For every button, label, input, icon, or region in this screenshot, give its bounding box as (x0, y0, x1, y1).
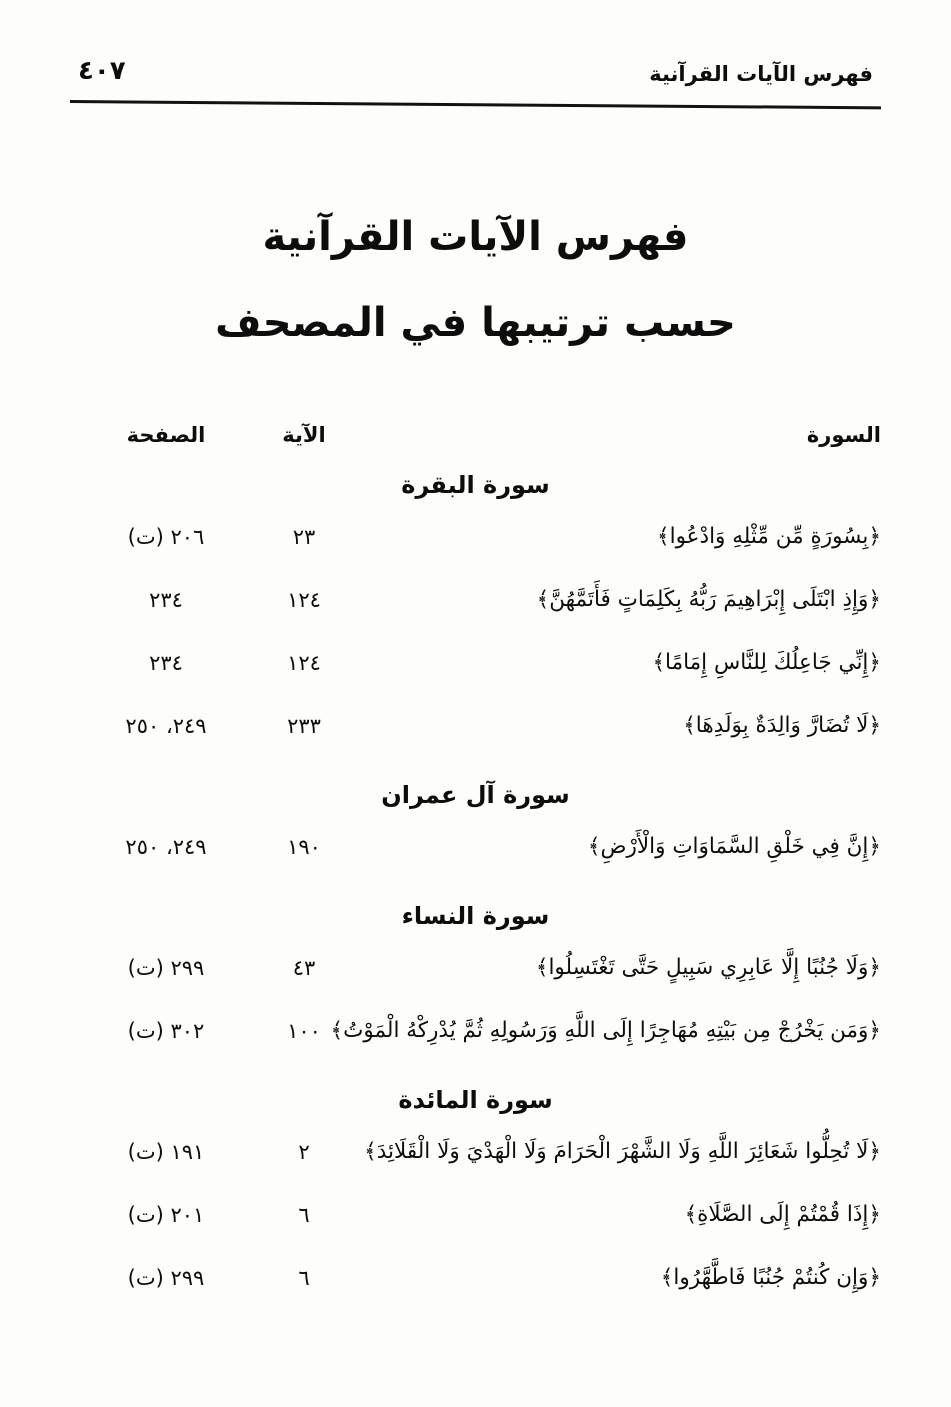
verse-text: ﴿وَإِن كُنتُمْ جُنُبًا فَاطَّهَّرُوا﴾ (660, 1265, 881, 1291)
verse-text: ﴿وَلَا جُنُبًا إِلَّا عَابِرِي سَبِيلٍ ح… (535, 955, 881, 981)
verse-row: ﴿وَمَن يَخْرُجْ مِن بَيْتِهِ مُهَاجِرًا … (70, 999, 881, 1062)
surah-section-title: سورة البقرة (401, 471, 550, 500)
page-reference: ٢٠١ (ت) (127, 1202, 205, 1227)
running-header: فهرس الآيات القرآنية ٤٠٧ (70, 56, 881, 86)
aya-number: ١٢٤ (287, 650, 321, 675)
verse-row: ﴿وَلَا جُنُبًا إِلَّا عَابِرِي سَبِيلٍ ح… (70, 936, 881, 999)
page-reference: ٢٣٤ (149, 587, 183, 612)
verse-row: ﴿لَا تُحِلُّوا شَعَائِرَ اللَّهِ وَلَا ا… (70, 1120, 881, 1183)
verse-text: ﴿إِذَا قُمْتُمْ إِلَى الصَّلَاةِ﴾ (684, 1202, 881, 1228)
folio-page-number: ٤٠٧ (78, 56, 126, 86)
aya-number: ١٠٠ (287, 1018, 321, 1043)
page-reference: ٢٩٩ (ت) (127, 1265, 205, 1290)
aya-number: ٢٣ (292, 524, 316, 549)
verse-text: ﴿وَإِذِ ابْتَلَى إِبْرَاهِيمَ رَبُّهُ بِ… (536, 587, 881, 613)
page-reference: ٢٠٦ (ت) (127, 524, 205, 549)
page-reference: ٢٤٩، ٢٥٠ (125, 713, 207, 738)
verse-text: ﴿بِسُورَةٍ مِّن مِّثْلِهِ وَادْعُوا﴾ (657, 524, 881, 550)
aya-number: ٢ (298, 1139, 310, 1164)
verse-index-table: السورة الآية الصفحة سورة البقرة ﴿بِسُورَ… (70, 423, 881, 1309)
aya-number: ٢٣٣ (287, 713, 321, 738)
verse-row: ﴿وَإِذِ ابْتَلَى إِبْرَاهِيمَ رَبُّهُ بِ… (70, 568, 881, 631)
column-header-surah: السورة (806, 423, 881, 448)
verse-text: ﴿لَا تُحِلُّوا شَعَائِرَ اللَّهِ وَلَا ا… (364, 1139, 881, 1165)
aya-number: ١٢٤ (287, 587, 321, 612)
aya-number: ٤٣ (292, 955, 316, 980)
verse-row: ﴿إِذَا قُمْتُمْ إِلَى الصَّلَاةِ﴾ ٦ ٢٠١ … (70, 1183, 881, 1246)
verse-text: ﴿إِنِّي جَاعِلُكَ لِلنَّاسِ إِمَامًا﴾ (652, 650, 881, 676)
index-main-title: فهرس الآيات القرآنية حسب ترتيبها في المص… (70, 215, 881, 345)
surah-section: سورة البقرة ﴿بِسُورَةٍ مِّن مِّثْلِهِ وَ… (70, 471, 881, 757)
page-reference: ٢٣٤ (149, 650, 183, 675)
verse-text: ﴿لَا تُضَارَّ وَالِدَةٌ بِوَلَدِهَا﴾ (683, 713, 881, 739)
aya-number: ١٩٠ (287, 834, 321, 859)
verse-row: ﴿بِسُورَةٍ مِّن مِّثْلِهِ وَادْعُوا﴾ ٢٣ … (70, 505, 881, 568)
surah-section-title: سورة المائدة (398, 1086, 553, 1115)
page-reference: ٢٤٩، ٢٥٠ (125, 834, 207, 859)
verse-row: ﴿لَا تُضَارَّ وَالِدَةٌ بِوَلَدِهَا﴾ ٢٣٣… (70, 694, 881, 757)
surah-section-title: سورة آل عمران (381, 781, 570, 810)
verse-text: ﴿إِنَّ فِي خَلْقِ السَّمَاوَاتِ وَالْأَر… (587, 834, 881, 860)
page-reference: ١٩١ (ت) (127, 1139, 205, 1164)
surah-section-title: سورة النساء (401, 902, 550, 931)
surah-section: سورة المائدة ﴿لَا تُحِلُّوا شَعَائِرَ ال… (70, 1086, 881, 1309)
verse-row: ﴿إِنَّ فِي خَلْقِ السَّمَاوَاتِ وَالْأَر… (70, 815, 881, 878)
page-reference: ٣٠٢ (ت) (127, 1018, 205, 1043)
column-header-page: الصفحة (126, 423, 206, 448)
column-headers: السورة الآية الصفحة (70, 423, 881, 447)
column-header-aya: الآية (282, 423, 326, 448)
running-head-title: فهرس الآيات القرآنية (649, 62, 873, 86)
surah-section-rows: ﴿لَا تُحِلُّوا شَعَائِرَ اللَّهِ وَلَا ا… (70, 1120, 881, 1309)
page-reference: ٢٩٩ (ت) (127, 955, 205, 980)
verse-row: ﴿إِنِّي جَاعِلُكَ لِلنَّاسِ إِمَامًا﴾ ١٢… (70, 631, 881, 694)
verse-row: ﴿وَإِن كُنتُمْ جُنُبًا فَاطَّهَّرُوا﴾ ٦ … (70, 1246, 881, 1309)
surah-section: سورة النساء ﴿وَلَا جُنُبًا إِلَّا عَابِر… (70, 902, 881, 1062)
surah-section-rows: ﴿وَلَا جُنُبًا إِلَّا عَابِرِي سَبِيلٍ ح… (70, 936, 881, 1062)
surah-section-rows: ﴿بِسُورَةٍ مِّن مِّثْلِهِ وَادْعُوا﴾ ٢٣ … (70, 505, 881, 757)
index-title-line2: حسب ترتيبها في المصحف (215, 300, 736, 347)
verse-text: ﴿وَمَن يَخْرُجْ مِن بَيْتِهِ مُهَاجِرًا … (330, 1018, 881, 1044)
aya-number: ٦ (298, 1202, 310, 1227)
surah-section: سورة آل عمران ﴿إِنَّ فِي خَلْقِ السَّمَا… (70, 781, 881, 878)
index-title-line1: فهرس الآيات القرآنية (262, 214, 689, 261)
surah-section-rows: ﴿إِنَّ فِي خَلْقِ السَّمَاوَاتِ وَالْأَر… (70, 815, 881, 878)
aya-number: ٦ (298, 1265, 310, 1290)
header-rule (69, 100, 881, 110)
sections-container: سورة البقرة ﴿بِسُورَةٍ مِّن مِّثْلِهِ وَ… (70, 471, 881, 1309)
